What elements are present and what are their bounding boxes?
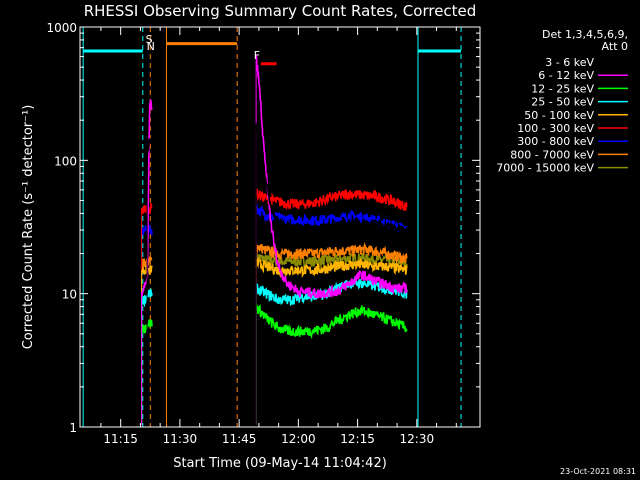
legend-label-5: 100 - 300 keV [517,122,594,135]
x-tick-label-2: 11:45 [222,432,257,446]
y-tick-label-3: 1000 [46,21,77,35]
legend-label-6: 300 - 800 keV [517,135,594,148]
y-tick-label-2: 100 [54,154,77,168]
legend-header-0: Det 1,3,4,5,6,9, [542,28,628,41]
annotation-F: F [254,49,260,62]
x-tick-label-0: 11:15 [103,432,138,446]
x-tick-label-3: 12:00 [281,432,316,446]
series-line-1-seg-1 [255,54,408,299]
plot-frame [79,26,481,428]
legend-label-7: 800 - 7000 keV [510,148,594,161]
series-line-2-seg-1 [255,303,408,340]
plot-area: SN F [82,27,462,427]
annotation-N: N [147,40,155,53]
x-axis-label: Start Time (09-May-14 11:04:42) [173,456,387,471]
y-axis-label: Corrected Count Rate (s⁻¹ detector⁻¹) [21,105,36,350]
timestamp-footer: 23-Oct-2021 08:31 [560,467,636,476]
series-line-7-seg-1 [255,241,408,264]
chart-title: RHESSI Observing Summary Count Rates, Co… [84,2,477,20]
x-tick-label-1: 11:30 [163,432,198,446]
x-tick-label-4: 12:15 [340,432,375,446]
axes: 11:15 11:30 11:45 12:00 12:15 12:30 1 10 100 1000 [46,21,480,446]
y-tick-label-0: 1 [69,421,77,435]
legend-label-8: 7000 - 15000 keV [496,162,594,175]
legend-label-2: 12 - 25 keV [531,82,594,95]
series-line-0-seg-1 [255,126,408,238]
y-tick-label-1: 10 [62,288,77,302]
annotation-S: S [146,33,153,46]
x-tick-label-5: 12:30 [400,432,435,446]
series-line-5-seg-1 [255,188,408,211]
legend-label-4: 50 - 100 keV [524,109,594,122]
legend-label-3: 25 - 50 keV [531,96,594,109]
series-line-0-seg-0 [146,137,154,160]
legend-label-1: 6 - 12 keV [538,69,594,82]
legend-label-0: 3 - 6 keV [545,56,594,69]
legend-header-1: Att 0 [602,40,628,53]
